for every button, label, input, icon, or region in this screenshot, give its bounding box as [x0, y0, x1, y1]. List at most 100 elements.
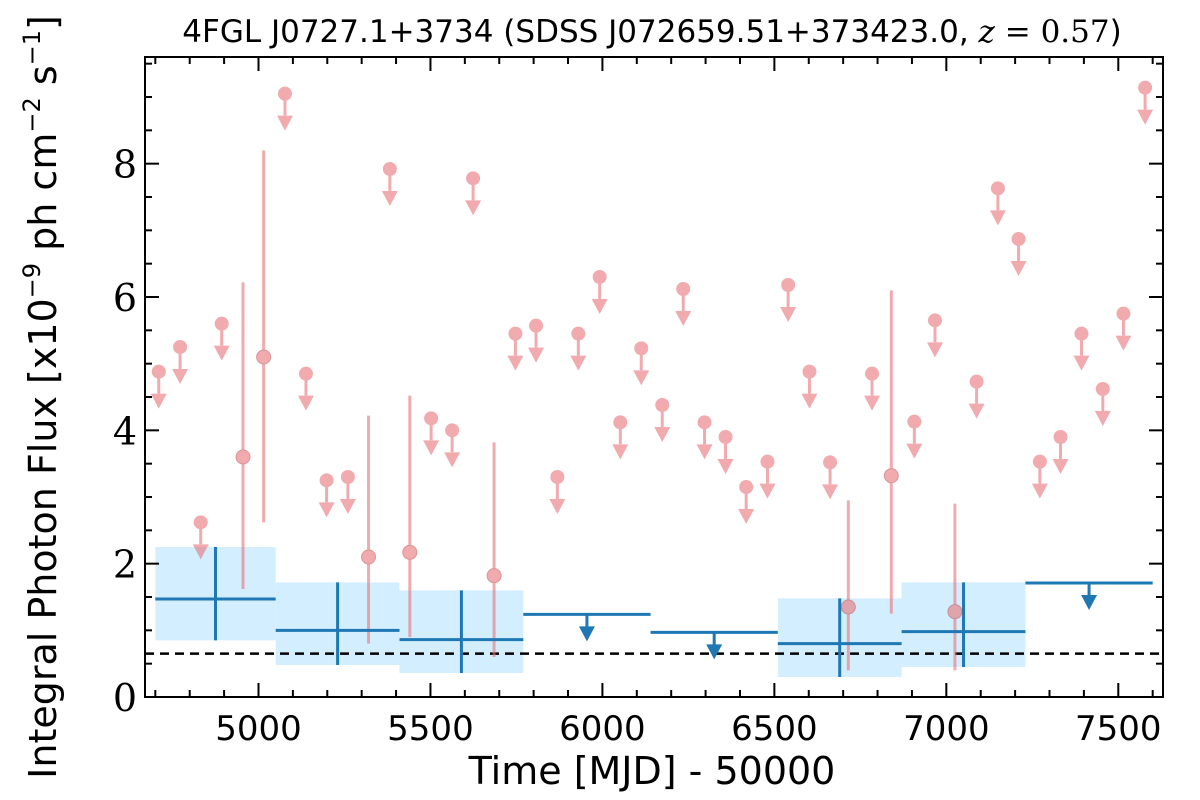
short-detection-2 — [361, 415, 377, 644]
short-upper-limit-point — [613, 415, 628, 430]
short-upper-limit-point — [781, 278, 796, 292]
short-upper-limit-34 — [1031, 454, 1048, 499]
plot-area: 5000 5500 6000 6500 7000 7500 0 2 4 6 8 — [113, 56, 1164, 749]
short-upper-limit-28 — [864, 366, 881, 411]
short-upper-limit-point — [529, 318, 544, 333]
axes-frame — [144, 56, 1164, 698]
short-upper-limit-arrow — [675, 311, 692, 326]
short-upper-limit-30 — [926, 313, 943, 358]
short-upper-limit-arrow — [822, 484, 839, 500]
short-upper-limit-point — [151, 364, 166, 379]
short-upper-limit-3 — [213, 316, 230, 361]
long-upper-limit-arrow — [706, 644, 723, 660]
short-upper-limit-17 — [612, 415, 629, 460]
short-upper-limit-arrow — [1010, 261, 1027, 276]
short-detection-point — [235, 449, 251, 465]
short-upper-limit-0 — [150, 364, 167, 409]
short-upper-limit-16 — [591, 270, 608, 314]
y-axis-label-part1: Integral Photon Flux [x10 — [21, 298, 65, 779]
short-upper-limit-6 — [318, 473, 335, 518]
y-axis-label-part3: s — [21, 65, 65, 97]
short-upper-limit-12 — [507, 326, 524, 371]
short-upper-limit-arrow — [1137, 109, 1154, 125]
short-upper-limit-29 — [906, 414, 923, 459]
x-tick-label: 6500 — [731, 709, 818, 749]
y-axis-label-part4: ] — [21, 15, 65, 30]
short-upper-limit-22 — [717, 430, 734, 474]
short-upper-limit-31 — [968, 374, 985, 419]
short-upper-limit-1 — [172, 340, 189, 384]
short-upper-limit-arrow — [381, 191, 398, 206]
short-upper-limit-arrow — [570, 355, 587, 371]
long-upper-limit-1 — [650, 630, 778, 660]
short-upper-limit-arrow — [612, 444, 629, 460]
short-upper-limit-arrow — [276, 115, 293, 131]
short-upper-limit-arrow — [906, 443, 923, 459]
y-tick-label: 6 — [113, 276, 137, 320]
short-upper-limit-point — [319, 473, 334, 488]
short-upper-limit-19 — [654, 398, 671, 442]
short-upper-limit-point — [823, 455, 838, 470]
short-upper-limit-arrow — [864, 395, 881, 411]
y-tick-label: 0 — [113, 676, 137, 720]
short-upper-limit-11 — [465, 171, 482, 216]
short-upper-limit-arrow — [297, 395, 314, 411]
short-upper-limit-arrow — [1052, 459, 1069, 474]
short-upper-limit-point — [298, 366, 313, 381]
short-upper-limit-25 — [780, 278, 797, 322]
short-upper-limit-point — [655, 398, 670, 412]
short-upper-limit-point — [1011, 232, 1026, 246]
short-detection-5 — [840, 500, 856, 671]
x-tick-label: 5000 — [215, 709, 302, 749]
x-tick-label: 7000 — [903, 709, 990, 749]
short-upper-limit-arrow — [801, 393, 818, 409]
short-detection-1 — [256, 150, 272, 523]
short-upper-limit-arrow — [633, 370, 650, 386]
short-upper-limit-point — [214, 316, 229, 331]
short-upper-limit-38 — [1115, 306, 1132, 351]
y-axis-label-exp2: −2 — [18, 97, 46, 132]
x-tick-label: 5500 — [387, 709, 474, 749]
short-upper-limit-point — [193, 515, 208, 530]
short-upper-limit-8 — [381, 162, 398, 206]
short-upper-limit-36 — [1073, 326, 1090, 371]
short-upper-limit-arrow — [507, 355, 524, 371]
y-axis-label-exp1: −9 — [18, 263, 46, 298]
short-detection-point — [486, 568, 502, 584]
short-upper-limit-arrow — [968, 403, 985, 419]
short-upper-limit-18 — [633, 341, 650, 386]
short-upper-limit-point — [1116, 306, 1131, 321]
short-upper-limit-4 — [276, 86, 293, 131]
short-upper-limit-arrow — [528, 347, 545, 363]
short-detection-point — [256, 349, 272, 365]
short-upper-limit-27 — [822, 455, 839, 500]
short-upper-limit-5 — [297, 366, 314, 411]
short-upper-limit-arrow — [549, 499, 566, 514]
short-upper-limit-7 — [339, 470, 356, 514]
long-upper-limit-arrow — [1081, 595, 1098, 610]
short-upper-limit-14 — [549, 470, 566, 514]
short-upper-limit-2 — [192, 515, 209, 560]
short-upper-limit-point — [592, 270, 607, 284]
chart-title-redshift: = 0.57 — [995, 14, 1110, 50]
y-tick-label: 2 — [113, 543, 137, 587]
long-upper-limit-2 — [1025, 581, 1153, 610]
short-upper-limit-arrow — [213, 345, 230, 361]
short-upper-limit-point — [739, 480, 754, 494]
short-upper-limit-9 — [423, 411, 440, 456]
y-tick-label: 8 — [113, 143, 137, 187]
short-detection-point — [947, 604, 963, 620]
short-upper-limit-33 — [1010, 232, 1027, 276]
short-upper-limit-point — [718, 430, 733, 444]
short-upper-limit-26 — [801, 364, 818, 409]
short-upper-limit-point — [927, 313, 942, 328]
short-upper-limit-39 — [1137, 80, 1154, 125]
long-detection-1 — [275, 582, 400, 665]
short-detection-7 — [947, 503, 963, 671]
short-upper-limit-37 — [1094, 382, 1111, 426]
short-upper-limit-arrow — [1115, 335, 1132, 351]
chart-title-text: 4FGL J0727.1+3734 (SDSS J072659.51+37342… — [182, 14, 978, 50]
y-axis-label-exp3: −1 — [18, 30, 46, 65]
short-upper-limit-point — [907, 414, 922, 429]
short-upper-limit-arrow — [717, 459, 734, 474]
